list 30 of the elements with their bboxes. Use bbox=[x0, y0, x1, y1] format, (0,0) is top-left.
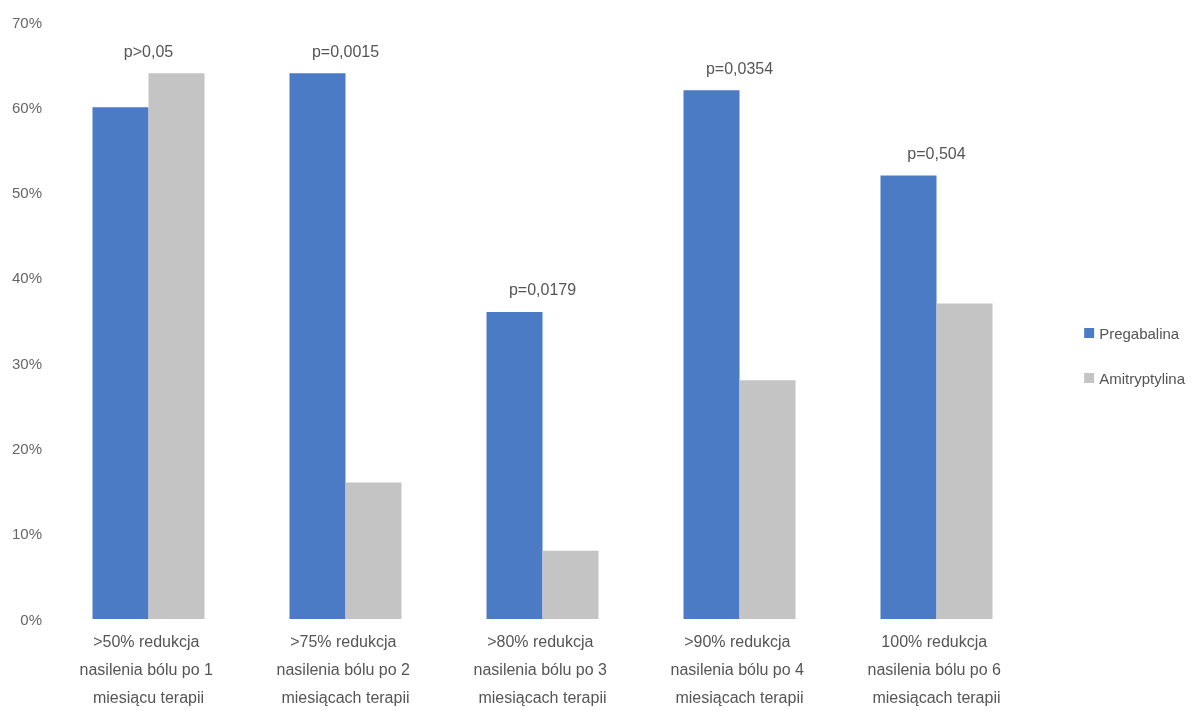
legend-label: Pregabalina bbox=[1099, 324, 1180, 342]
x-tick-label: 100% redukcja nasilenia bólu po 6 miesiącach terapii bbox=[867, 632, 1006, 706]
x-tick-label: >90% redukcja nasilenia bólu po 4 miesiącach terapii bbox=[670, 632, 809, 706]
y-tick-label: 60% bbox=[11, 98, 42, 116]
annotation: p=0,0354 bbox=[705, 59, 774, 77]
bar bbox=[936, 303, 993, 619]
y-tick-label: 70% bbox=[11, 13, 42, 31]
bar bbox=[92, 107, 149, 619]
x-tick-label: >50% redukcja nasilenia bólu po 1 miesiącu terapii bbox=[79, 632, 218, 706]
annotation: p=0,0015 bbox=[311, 42, 380, 60]
bar bbox=[542, 550, 599, 619]
y-tick-label: 30% bbox=[11, 354, 42, 372]
x-tick-label: >75% redukcja nasilenia bólu po 2 miesiącach terapii bbox=[276, 632, 415, 706]
bar bbox=[739, 380, 796, 619]
bar bbox=[486, 311, 543, 619]
y-tick-label: 50% bbox=[11, 184, 42, 202]
bar bbox=[683, 90, 740, 619]
x-tick-label: >80% redukcja nasilenia bólu po 3 miesiącach terapii bbox=[473, 632, 612, 706]
bar bbox=[289, 73, 346, 619]
y-tick-label: 20% bbox=[11, 439, 42, 457]
annotation: p>0,05 bbox=[123, 42, 174, 60]
annotation: p=0,504 bbox=[907, 145, 966, 163]
y-tick-label: 0% bbox=[20, 610, 42, 628]
y-tick-label: 40% bbox=[11, 269, 42, 287]
annotation: p=0,0179 bbox=[508, 281, 577, 299]
y-tick-label: 10% bbox=[11, 525, 42, 543]
legend-label: Amitryptylina bbox=[1099, 369, 1186, 387]
bar bbox=[880, 175, 937, 619]
bar bbox=[148, 73, 205, 619]
bar bbox=[345, 482, 402, 619]
